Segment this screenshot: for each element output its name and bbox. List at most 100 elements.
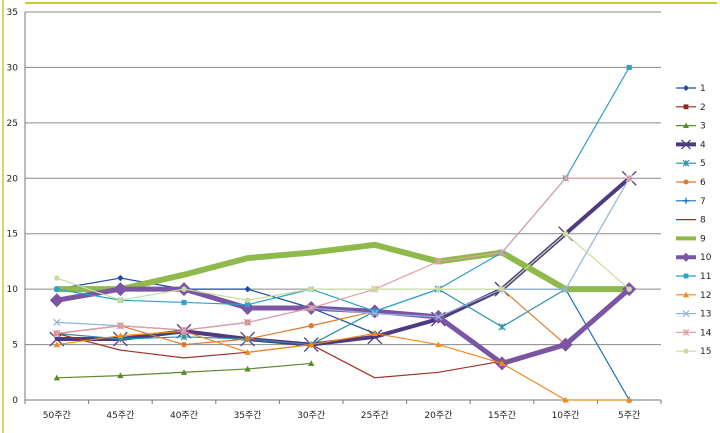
x-tick-label: 25주간 bbox=[361, 410, 389, 421]
data-point-14 bbox=[434, 257, 443, 266]
data-point-3 bbox=[308, 360, 315, 366]
data-point-11 bbox=[181, 299, 187, 306]
legend-item-5: 5 bbox=[676, 159, 706, 169]
legend-item-6: 6 bbox=[676, 178, 706, 188]
data-point-12 bbox=[626, 396, 633, 403]
series-line-6 bbox=[501, 288, 567, 346]
data-point-12 bbox=[308, 341, 315, 348]
data-point-14 bbox=[561, 174, 570, 182]
data-point-12 bbox=[371, 330, 378, 337]
legend-item-12: 12 bbox=[676, 291, 711, 301]
legend-label: 7 bbox=[700, 197, 706, 207]
series-line-12 bbox=[56, 330, 630, 401]
data-point-10 bbox=[49, 293, 64, 308]
data-point-15 bbox=[308, 286, 314, 292]
legend-item-3: 3 bbox=[676, 122, 706, 132]
x-tick-label: 30주간 bbox=[297, 410, 325, 421]
legend-marker bbox=[683, 85, 689, 91]
data-point-15 bbox=[499, 286, 505, 292]
y-tick-label: 5 bbox=[12, 341, 18, 351]
legend-label: 13 bbox=[700, 310, 711, 320]
data-point-1 bbox=[244, 285, 251, 293]
legend-label: 9 bbox=[700, 234, 706, 244]
data-point-3 bbox=[117, 372, 124, 379]
data-point-13 bbox=[434, 313, 443, 321]
series-3 bbox=[53, 360, 315, 381]
legend-marker bbox=[681, 139, 691, 150]
legend-item-13: 13 bbox=[676, 310, 711, 320]
data-point-6 bbox=[181, 341, 187, 348]
legend-marker bbox=[682, 328, 690, 336]
x-tick-label: 5주간 bbox=[618, 410, 640, 421]
data-point-14 bbox=[307, 304, 315, 312]
data-point-15 bbox=[626, 286, 632, 292]
data-point-4 bbox=[367, 329, 383, 345]
data-point-12 bbox=[435, 341, 442, 348]
data-point-11 bbox=[626, 64, 632, 70]
data-point-15 bbox=[435, 286, 442, 292]
legend-label: 14 bbox=[700, 328, 712, 338]
data-point-12 bbox=[498, 360, 506, 366]
y-tick-label: 30 bbox=[7, 63, 19, 73]
x-tick-label: 35주간 bbox=[234, 410, 262, 421]
legend-marker bbox=[683, 197, 689, 204]
y-tick-label: 20 bbox=[7, 174, 19, 184]
legend-label: 12 bbox=[700, 291, 711, 301]
data-point-12 bbox=[562, 396, 569, 403]
data-point-13 bbox=[371, 309, 379, 318]
data-point-11 bbox=[372, 308, 378, 314]
legend-label: 8 bbox=[700, 216, 706, 226]
legend-label: 1 bbox=[700, 84, 706, 94]
series-line-9 bbox=[53, 241, 633, 293]
data-point-3 bbox=[244, 365, 251, 372]
data-point-13 bbox=[561, 285, 570, 293]
data-point-14 bbox=[625, 174, 633, 182]
legend-marker bbox=[683, 273, 689, 279]
x-tick-label: 10주간 bbox=[552, 410, 580, 421]
x-tick-label: 20주간 bbox=[424, 410, 452, 421]
legend-item-2: 2 bbox=[676, 103, 706, 113]
legend-label: 2 bbox=[700, 103, 706, 113]
legend-label: 11 bbox=[700, 272, 711, 282]
data-point-3 bbox=[53, 374, 60, 381]
x-tick-label: 40주간 bbox=[170, 410, 198, 421]
legend-item-8: 8 bbox=[676, 216, 706, 226]
data-point-14 bbox=[498, 248, 506, 257]
legend-item-4: 4 bbox=[676, 139, 706, 150]
y-tick-label: 0 bbox=[12, 396, 18, 406]
legend-label: 4 bbox=[700, 140, 706, 150]
data-point-12 bbox=[244, 349, 251, 355]
legend-marker bbox=[683, 104, 689, 110]
series-9 bbox=[53, 241, 633, 293]
data-point-13 bbox=[53, 318, 61, 327]
y-tick-label: 25 bbox=[7, 119, 18, 129]
legend-marker bbox=[683, 348, 689, 354]
data-point-14 bbox=[53, 329, 61, 338]
legend-item-11: 11 bbox=[676, 272, 711, 282]
data-point-11 bbox=[54, 286, 60, 292]
data-point-15 bbox=[181, 286, 187, 292]
data-point-10 bbox=[113, 282, 128, 297]
legend-item-14: 14 bbox=[676, 328, 712, 338]
data-point-15 bbox=[562, 230, 569, 237]
series-14 bbox=[53, 174, 633, 338]
series-lines bbox=[49, 64, 637, 404]
data-point-3 bbox=[180, 369, 188, 375]
data-point-5 bbox=[180, 333, 188, 341]
x-tick-label: 45주간 bbox=[106, 410, 134, 421]
legend-item-15: 15 bbox=[676, 347, 711, 357]
series-line-10 bbox=[54, 286, 632, 366]
x-tick-label: 15주간 bbox=[488, 410, 516, 421]
legend-marker bbox=[681, 252, 691, 262]
data-point-5 bbox=[498, 323, 506, 331]
y-tick-label: 15 bbox=[7, 230, 18, 240]
legend-item-10: 10 bbox=[676, 252, 712, 263]
legend-item-9: 9 bbox=[676, 234, 706, 244]
data-point-15 bbox=[244, 297, 251, 303]
data-point-14 bbox=[180, 326, 188, 334]
series-12 bbox=[53, 328, 633, 403]
data-point-12 bbox=[53, 341, 60, 348]
y-tick-label: 10 bbox=[7, 285, 19, 295]
